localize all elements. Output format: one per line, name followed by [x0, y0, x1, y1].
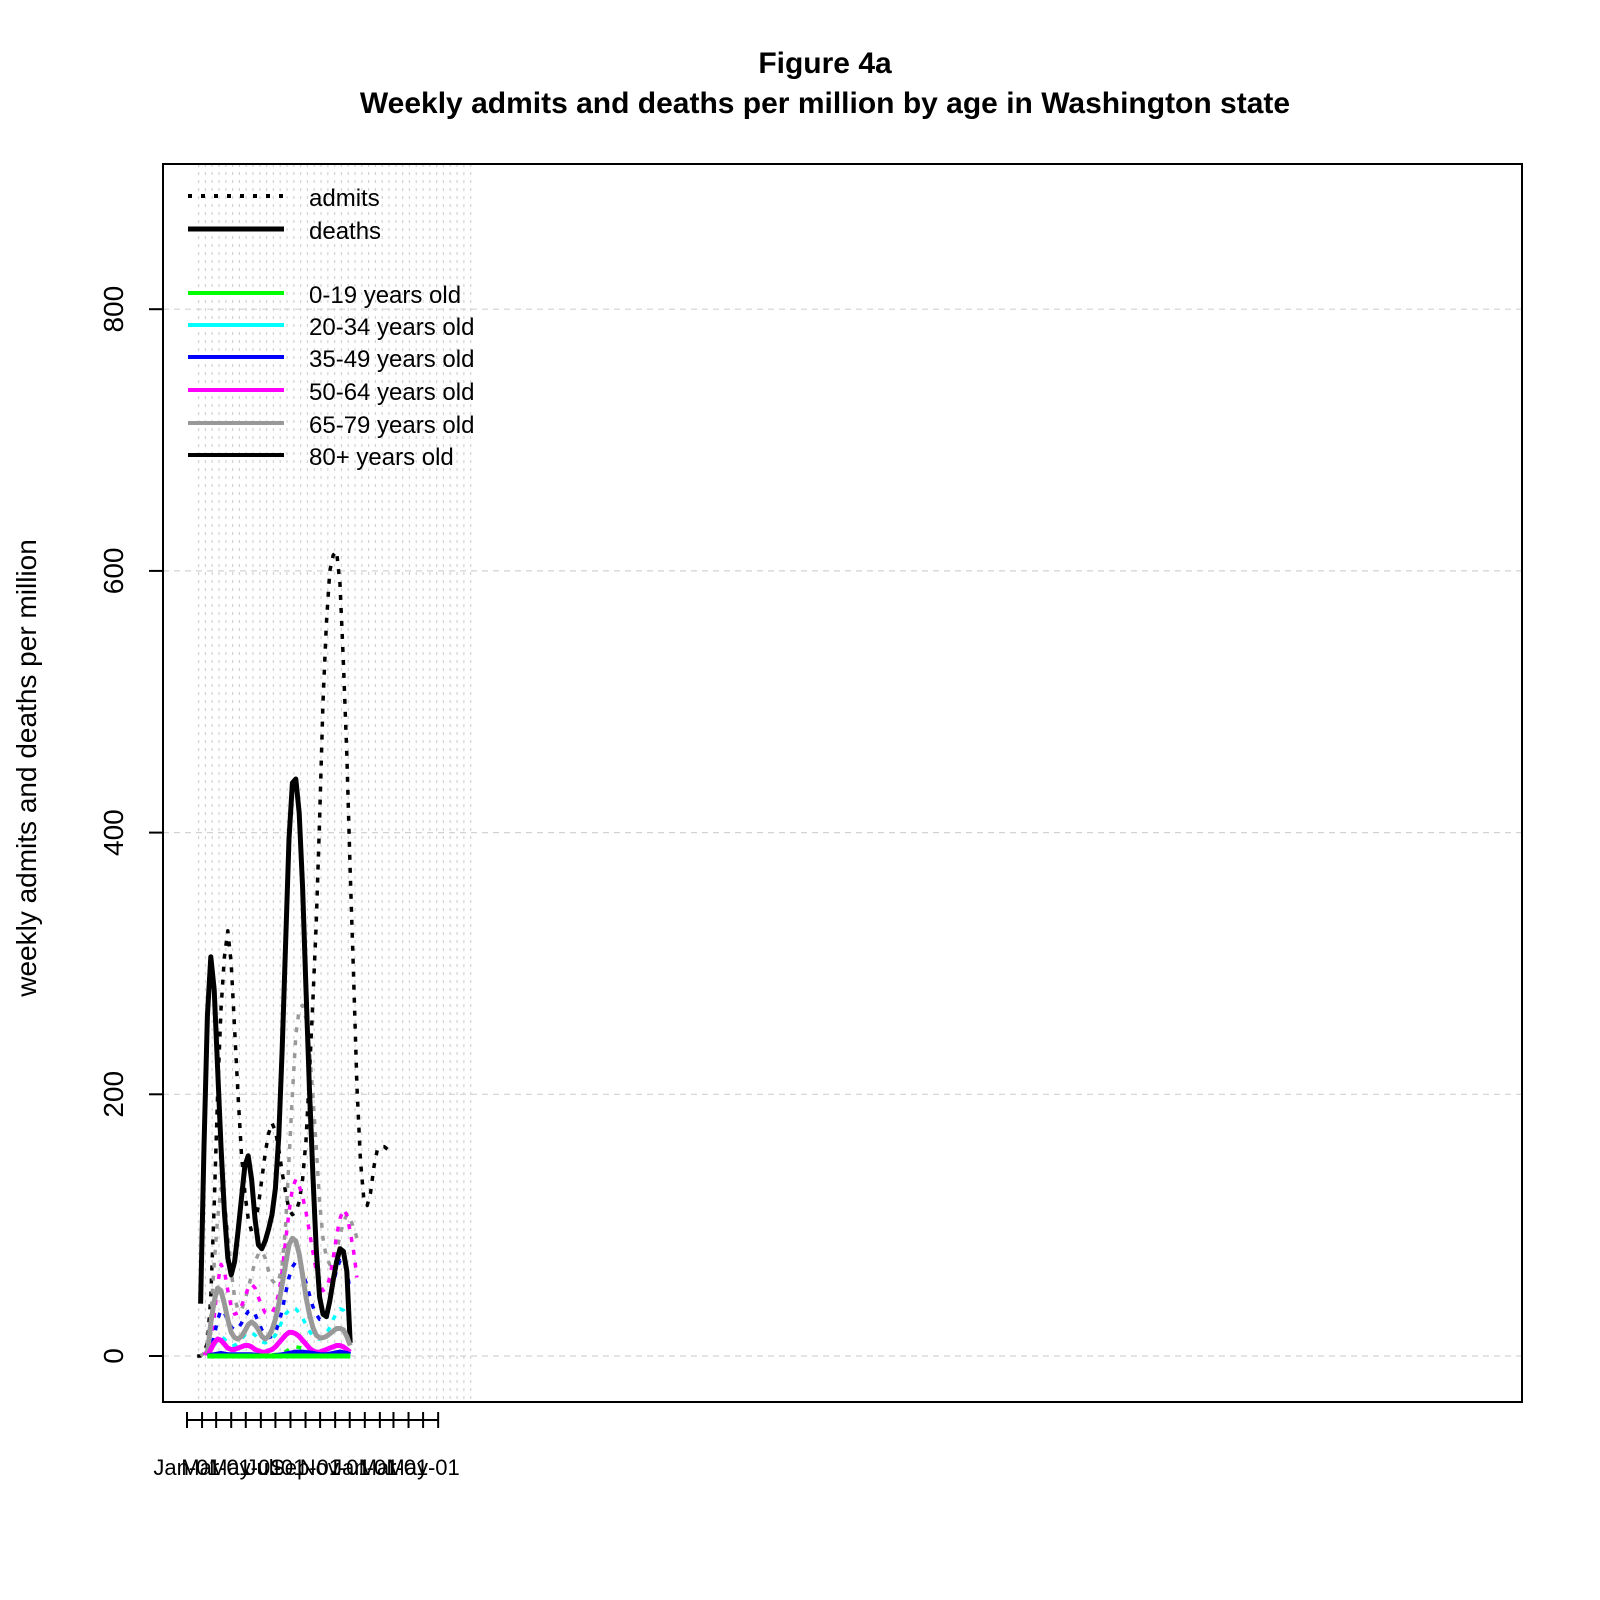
x-tick-label: Nov-01 [300, 1455, 371, 1480]
series-line-deaths-50-64-years-old [205, 1329, 352, 1358]
x-tick-label: Jul-01 [245, 1455, 305, 1480]
legend-age-50-64-label: 50-64 years old [309, 379, 474, 406]
y-axis-label: weekly admits and deaths per million [11, 539, 42, 998]
x-tick-label: Mar-01 [181, 1455, 251, 1480]
x-tick-label: May-01 [386, 1455, 459, 1480]
legend: admits deaths 0-19 years old 20-34 years… [188, 185, 474, 471]
grid [163, 164, 1522, 1402]
chart-subtitle: Weekly admits and deaths per million by … [360, 87, 1290, 120]
plot-border [162, 163, 1523, 1403]
x-tick-label: May-01 [209, 1455, 282, 1480]
legend-age-0-19-label: 0-19 years old [309, 282, 461, 309]
series-line-deaths-80-plus-years-old [198, 776, 353, 1344]
x-axis: Jan-01Mar-01May-01Jul-01Sep-01Nov-01Jan-… [153, 1412, 460, 1480]
y-tick-label: 0 [98, 1348, 129, 1364]
y-axis: 0 200 400 600 800 [98, 286, 163, 1364]
legend-age-35-49-label: 35-49 years old [309, 346, 474, 373]
chart-title: Figure 4a [758, 47, 892, 80]
y-tick-label: 400 [98, 809, 129, 856]
legend-age-80-plus-label: 80+ years old [309, 444, 454, 471]
series-line-deaths-65-79-years-old [204, 1235, 353, 1354]
x-tick-label: Mar-01 [359, 1455, 429, 1480]
legend-age-20-34-label: 20-34 years old [309, 314, 474, 341]
legend-age-65-79-label: 65-79 years old [309, 412, 474, 439]
legend-admits-label: admits [309, 185, 380, 212]
x-tick-label: Jan-01 [331, 1455, 398, 1480]
series-line-admits-50-64-years-old [202, 1177, 359, 1356]
x-tick-label: Jan-01 [153, 1455, 220, 1480]
y-tick-label: 800 [98, 286, 129, 333]
y-tick-label: 600 [98, 548, 129, 595]
legend-deaths-label: deaths [309, 218, 381, 245]
x-tick-label: Sep-01 [270, 1455, 341, 1480]
series-lines [197, 549, 396, 1359]
y-tick-label: 200 [98, 1071, 129, 1118]
series-line-admits-65-79-years-old [199, 1003, 359, 1358]
